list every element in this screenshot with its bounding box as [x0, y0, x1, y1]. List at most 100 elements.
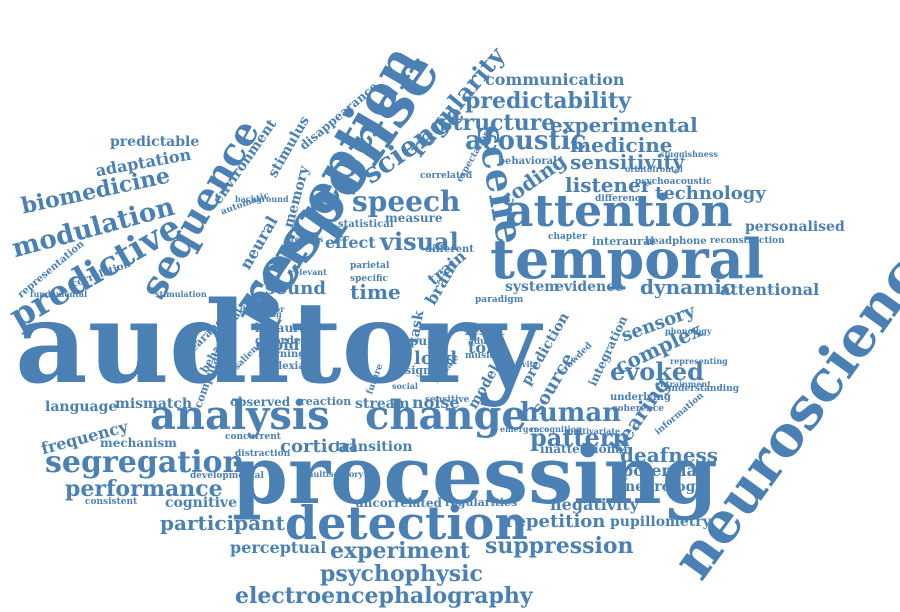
word-cloud-word: mechanism [100, 436, 177, 450]
word-cloud-word: processing [232, 428, 718, 522]
word-cloud-word: attentional [720, 280, 820, 299]
word-cloud-word: music [465, 351, 496, 361]
word-cloud-word: regularities [445, 496, 518, 509]
word-cloud-word: mismatch [115, 396, 193, 412]
word-cloud-word: chapter [548, 232, 587, 242]
word-cloud-word: rapid [255, 336, 300, 354]
word-cloud-word: activity [505, 359, 538, 369]
word-cloud-word: repetition [505, 511, 606, 532]
word-cloud-word: system [505, 279, 560, 295]
word-cloud-word: underlying [610, 392, 671, 403]
word-cloud-word: reconstruction [710, 236, 785, 246]
word-cloud-word: dyslexia [260, 361, 305, 372]
word-cloud-word: headphone [645, 236, 707, 247]
word-cloud-word: human [520, 398, 622, 428]
word-cloud-word: paradigm [475, 295, 524, 305]
word-cloud-word: negativity [550, 495, 639, 514]
word-cloud-word: stream [355, 396, 410, 412]
word-cloud-word: dynamic [640, 275, 735, 299]
word-cloud-word: personalised [745, 219, 845, 235]
word-cloud-word: relevant [290, 267, 327, 277]
word-cloud-word: electroencephalography [235, 583, 533, 609]
word-cloud-word: understanding [665, 384, 739, 394]
word-cloud-word: temporal [490, 227, 765, 291]
word-cloud-word: psychoacoustic [635, 177, 712, 187]
word-cloud-word: auditory [15, 278, 541, 409]
word-cloud-word: effect [325, 233, 376, 252]
word-cloud-word: predictable [110, 134, 200, 150]
word-cloud-word: disorder [255, 334, 307, 347]
word-cloud-word: sluggishness [660, 149, 718, 159]
word-cloud-word: recognition [530, 424, 582, 434]
word-cloud-word: noise [412, 393, 460, 412]
word-cloud-word: segregation [45, 445, 245, 480]
word-cloud-word: language [45, 399, 118, 415]
word-cloud-word: coherence [612, 404, 664, 414]
word-cloud-word: sound [265, 278, 326, 299]
word-cloud-word: listener [565, 173, 652, 197]
word-cloud-word: pupillometry [610, 514, 711, 530]
word-cloud-word: tone [468, 338, 508, 357]
word-cloud-word: deafness [620, 443, 719, 467]
word-cloud-word: developmental [190, 471, 264, 481]
word-cloud-word: multisensory [305, 469, 364, 479]
word-cloud-word: attention [505, 186, 733, 237]
word-cloud-word: multivariate [565, 426, 621, 436]
word-cloud-word: interaural [592, 235, 655, 248]
word-cloud-word: experimental [550, 113, 698, 137]
word-cloud-word: structure [440, 110, 556, 136]
word-cloud-word: sensitivity [570, 150, 685, 174]
word-cloud-word: result [465, 324, 505, 338]
word-cloud-word: communication [485, 70, 625, 89]
word-cloud-word: psychophysic [320, 561, 483, 587]
word-cloud-word: stimulation [155, 289, 207, 299]
word-cloud-word: emergence [500, 424, 550, 434]
word-cloud-word: previous [285, 234, 324, 244]
word-cloud-word: evoked [610, 357, 704, 386]
word-cloud-word: performance [65, 476, 223, 502]
word-cloud-word: participant [160, 511, 285, 535]
word-cloud-word: change [365, 392, 527, 439]
word-cloud-word: speech [352, 185, 461, 218]
word-cloud-word: difference [595, 194, 647, 204]
word-cloud-word: consistent [85, 497, 138, 507]
word-cloud-word: representing [670, 356, 728, 366]
word-cloud-word: potential [622, 461, 703, 480]
word-cloud-word: distraction [235, 449, 291, 459]
word-cloud-word: entrainment [655, 379, 711, 389]
word-cloud-word: different [425, 244, 474, 255]
word-cloud-word: inattentional [540, 442, 628, 456]
word-cloud-word: sensitive [425, 395, 470, 405]
word-cloud-word: time [350, 280, 401, 304]
word-cloud-word: statistical [338, 219, 394, 230]
word-cloud-word: parietal [350, 261, 390, 271]
word-cloud-word: social [392, 381, 418, 391]
word-cloud-word: binaural [255, 321, 312, 335]
word-cloud-word: measure [385, 211, 443, 225]
word-cloud-word: finding [250, 309, 282, 319]
word-cloud-word: distractor [240, 304, 285, 314]
word-cloud-word: signal [405, 364, 443, 377]
word-cloud-word: reaction [300, 395, 352, 408]
word-cloud-word: background [235, 194, 289, 204]
word-cloud-word: phonology [665, 326, 712, 336]
word-cloud-word: evidence [555, 279, 624, 295]
word-cloud-word: neurology [625, 479, 704, 495]
word-cloud-word: concurrent [225, 432, 281, 442]
word-cloud-word: transition [335, 439, 413, 455]
word-cloud-word: pattern [530, 423, 630, 452]
word-cloud-word: medicine [570, 133, 673, 157]
word-cloud-word: cognitive [165, 495, 237, 511]
word-cloud-word: correlated [420, 171, 473, 181]
word-cloud-word: detection [285, 496, 528, 550]
word-cloud-word: behavioral [498, 156, 557, 167]
word-cloud-word: fundamental [30, 289, 88, 299]
word-cloud-word: cortical [280, 436, 358, 457]
word-cloud-word: technology [655, 183, 766, 204]
word-cloud-word: experiment [330, 538, 470, 564]
word-cloud-word: acoustic [465, 126, 587, 156]
word-cloud-word: analysis [150, 392, 330, 439]
word-cloud-word: predictability [465, 88, 631, 114]
word-cloud-word: suppression [485, 533, 634, 559]
